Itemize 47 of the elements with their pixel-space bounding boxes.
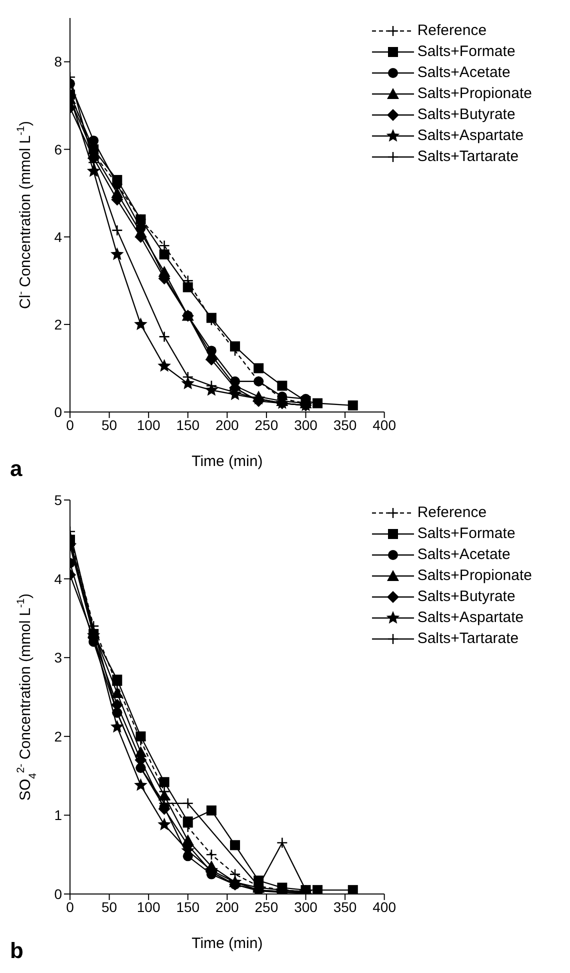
x-tick-label: 200 <box>215 898 240 915</box>
y-tick-label: 2 <box>54 316 62 332</box>
x-tick-label: 150 <box>176 898 200 915</box>
x-tick-label: 200 <box>215 416 240 433</box>
x-tick-label: 400 <box>372 898 396 915</box>
legend-label: Salts+Aspartate <box>417 609 524 626</box>
x-tick-label: 50 <box>102 898 118 915</box>
x-tick-label: 300 <box>294 898 318 915</box>
legend-label: Reference <box>417 504 487 521</box>
x-tick-label: 150 <box>176 416 200 433</box>
y-tick-label: 2 <box>54 728 62 744</box>
y-tick-label: 6 <box>54 141 62 158</box>
x-axis-title: Time (min) <box>192 935 263 952</box>
legend-label: Salts+Butyrate <box>417 106 516 123</box>
x-tick-label: 100 <box>136 898 160 915</box>
x-tick-label: 50 <box>102 416 118 433</box>
x-tick-label: 250 <box>254 416 278 433</box>
legend-label: Salts+Tartarate <box>417 148 519 165</box>
y-tick-label: 0 <box>54 404 62 420</box>
legend-label: Salts+Aspartate <box>417 127 524 144</box>
y-tick-label: 1 <box>54 807 62 824</box>
x-tick-label: 350 <box>333 898 357 915</box>
x-tick-label: 300 <box>294 416 318 433</box>
x-tick-label: 350 <box>333 416 357 433</box>
y-tick-label: 8 <box>54 54 62 70</box>
x-axis-title: Time (min) <box>192 453 263 470</box>
legend-label: Salts+Propionate <box>417 85 532 102</box>
y-tick-label: 4 <box>54 228 62 245</box>
legend-label: Salts+Acetate <box>417 64 510 81</box>
legend-label: Salts+Propionate <box>417 567 532 584</box>
x-tick-label: 100 <box>136 416 160 433</box>
x-tick-label: 0 <box>66 416 74 433</box>
y-tick-label: 0 <box>54 886 62 902</box>
legend-label: Salts+Acetate <box>417 546 510 563</box>
legend-label: Salts+Butyrate <box>417 588 516 605</box>
legend-label: Salts+Formate <box>417 43 516 60</box>
y-tick-label: 5 <box>54 492 62 508</box>
legend-label: Salts+Formate <box>417 525 516 542</box>
x-tick-label: 0 <box>66 898 74 915</box>
x-tick-label: 400 <box>372 416 396 433</box>
text: b <box>10 938 24 964</box>
legend-label: Reference <box>417 22 487 39</box>
text: a <box>10 456 22 482</box>
y-tick-label: 4 <box>54 570 62 587</box>
x-tick-label: 250 <box>254 898 278 915</box>
y-tick-label: 3 <box>54 650 62 666</box>
legend-label: Salts+Tartarate <box>417 630 519 647</box>
